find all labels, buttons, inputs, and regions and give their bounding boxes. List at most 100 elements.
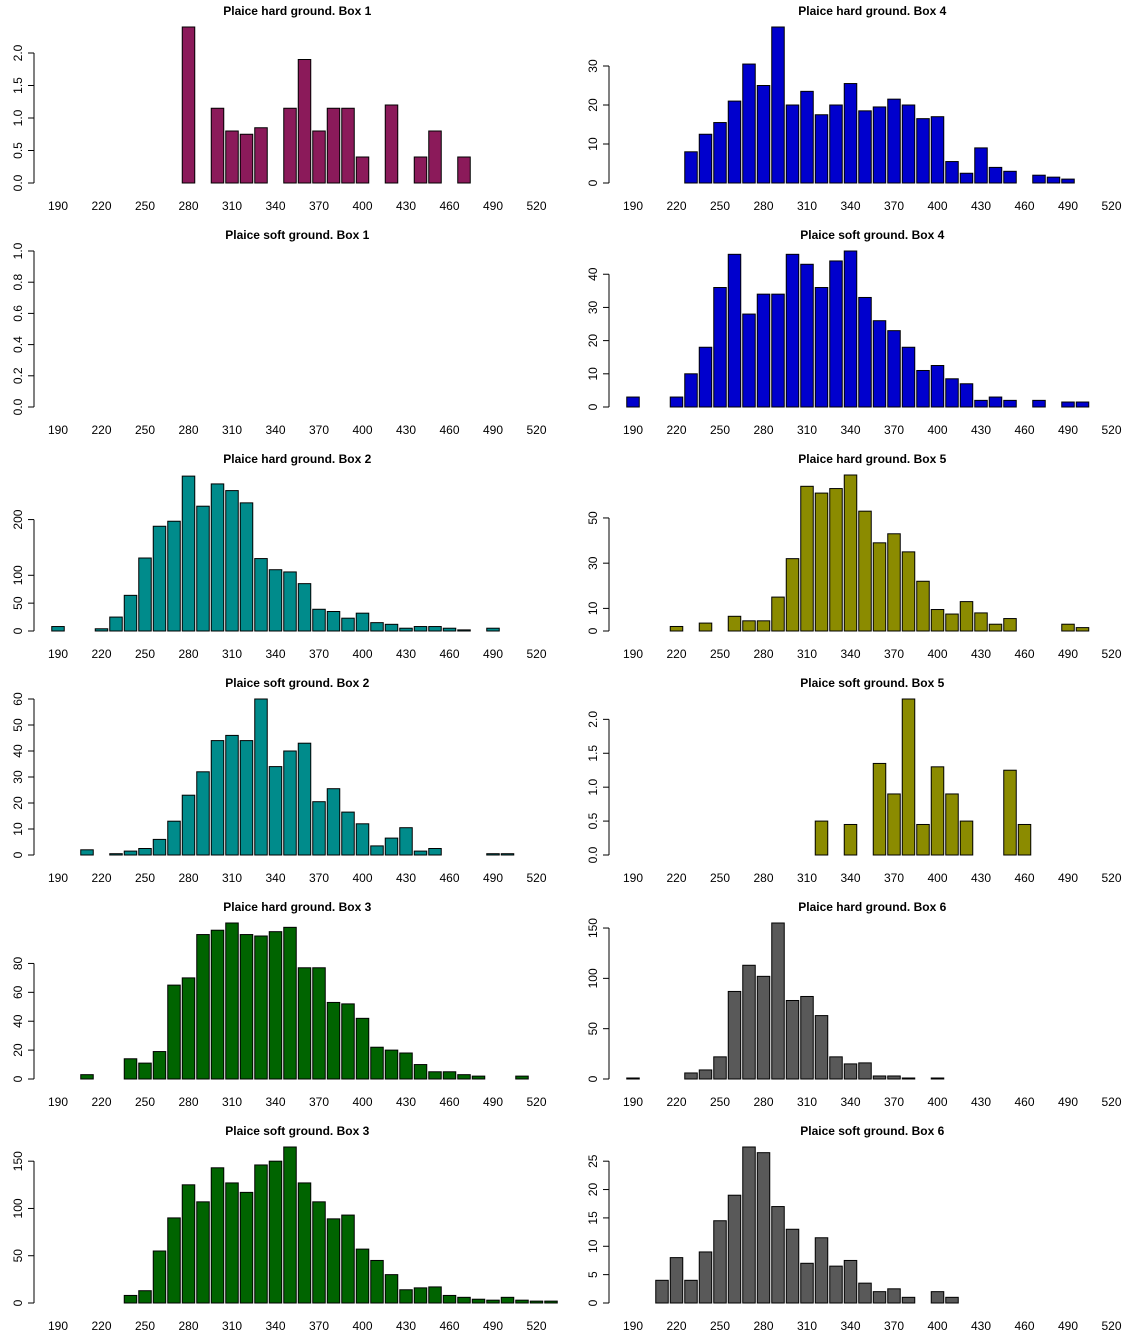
y-tick-label: 100 <box>11 565 25 585</box>
y-tick-label: 2.0 <box>11 44 25 61</box>
histogram-bar <box>959 820 974 856</box>
x-tick-label: 430 <box>396 1319 416 1333</box>
histogram-bar <box>312 608 326 632</box>
x-tick-label: 280 <box>178 871 198 885</box>
histogram-bar <box>872 762 887 856</box>
histogram-bar <box>988 396 1003 408</box>
x-tick-label: 460 <box>1014 871 1034 885</box>
histogram-bar <box>442 1071 457 1080</box>
x-tick-label: 340 <box>265 647 285 661</box>
x-tick-label: 220 <box>91 199 111 213</box>
histogram-bar <box>326 788 341 856</box>
x-tick-label: 370 <box>884 423 904 437</box>
histogram-bar <box>428 130 442 184</box>
histogram-bar <box>1003 399 1017 408</box>
histogram-bar <box>858 1062 872 1080</box>
histogram-bar <box>225 922 239 1080</box>
y-tick-label: 150 <box>586 918 600 938</box>
x-tick-label: 520 <box>526 199 546 213</box>
x-tick-label: 430 <box>971 423 991 437</box>
x-tick-label: 460 <box>1014 647 1034 661</box>
histogram-bar <box>887 330 901 408</box>
histogram-bar <box>529 1300 544 1304</box>
y-tick-label: 1.5 <box>11 77 25 94</box>
histogram-bar <box>109 616 123 632</box>
x-tick-label: 370 <box>884 871 904 885</box>
histogram-bar <box>1032 174 1046 184</box>
x-tick-label: 490 <box>483 1095 503 1109</box>
x-tick-label: 460 <box>1014 423 1034 437</box>
x-tick-label: 310 <box>797 423 817 437</box>
histogram-bar <box>326 107 341 184</box>
y-tick-label: 0 <box>586 403 600 410</box>
x-tick-label: 340 <box>840 1095 860 1109</box>
x-tick-label: 400 <box>927 1095 947 1109</box>
histogram-bar <box>785 558 800 632</box>
x-tick-label: 190 <box>623 871 643 885</box>
histogram-bar <box>945 378 959 408</box>
panel-title: Plaice hard ground. Box 6 <box>798 900 946 914</box>
histogram-bar <box>814 1015 829 1080</box>
histogram-bar <box>872 1291 887 1304</box>
histogram-bar <box>843 83 858 184</box>
histogram-bar <box>901 1296 916 1304</box>
histogram-bar <box>713 1056 727 1080</box>
x-tick-label: 250 <box>710 647 730 661</box>
histogram-bar <box>1003 170 1017 184</box>
x-tick-label: 430 <box>396 647 416 661</box>
x-tick-label: 370 <box>884 1095 904 1109</box>
x-tick-label: 430 <box>396 871 416 885</box>
x-tick-label: 190 <box>48 1319 68 1333</box>
x-tick-label: 520 <box>526 423 546 437</box>
histogram-bar <box>167 984 181 1080</box>
panel-title: Plaice soft ground. Box 5 <box>800 676 944 690</box>
histogram-bar <box>698 133 713 184</box>
histogram-bar <box>626 396 640 408</box>
histogram-bar <box>800 1262 814 1304</box>
histogram-bar <box>814 820 829 856</box>
x-tick-label: 340 <box>840 199 860 213</box>
histogram-bar <box>457 1296 471 1304</box>
histogram-bar <box>872 106 887 184</box>
x-tick-label: 190 <box>48 871 68 885</box>
histogram-bar <box>254 558 268 632</box>
histogram-bar <box>399 827 413 856</box>
y-tick-label: 20 <box>586 1183 600 1197</box>
histogram-bar <box>239 934 254 1080</box>
histogram-bar <box>413 850 428 856</box>
y-tick-label: 30 <box>586 300 600 314</box>
histogram-bar <box>196 1201 210 1304</box>
histogram-bar <box>283 107 297 184</box>
panel-title: Plaice soft ground. Box 3 <box>225 1124 369 1138</box>
y-tick-label: 30 <box>586 556 600 570</box>
panel-title: Plaice soft ground. Box 4 <box>800 228 944 242</box>
x-tick-label: 280 <box>753 647 773 661</box>
histogram-bar <box>684 1279 698 1304</box>
histogram-bar <box>471 1075 486 1080</box>
x-tick-label: 190 <box>623 647 643 661</box>
histogram-bar <box>974 147 988 184</box>
x-tick-label: 490 <box>483 1319 503 1333</box>
y-tick-label: 10 <box>586 367 600 381</box>
x-tick-label: 280 <box>753 1095 773 1109</box>
x-tick-label: 280 <box>178 199 198 213</box>
x-tick-label: 490 <box>483 871 503 885</box>
histogram-bar <box>887 1288 901 1304</box>
x-tick-label: 460 <box>439 199 459 213</box>
histogram-bar <box>916 118 930 184</box>
histogram-bar <box>196 505 210 632</box>
y-tick-label: 40 <box>586 267 600 281</box>
panel-10: Plaice hard ground. Box 6 0 50 100 150 190 220… <box>586 900 1122 1109</box>
histogram-bar <box>239 502 254 632</box>
histogram-bar <box>210 1167 225 1304</box>
x-tick-label: 310 <box>222 871 242 885</box>
histogram-bar <box>930 365 945 408</box>
x-tick-label: 220 <box>666 871 686 885</box>
histogram-bar <box>181 475 196 632</box>
histogram-bar <box>669 625 684 632</box>
x-tick-label: 490 <box>1058 871 1078 885</box>
histogram-bar <box>800 90 814 184</box>
histogram-bar <box>312 1201 326 1304</box>
histogram-bar <box>945 161 959 184</box>
histogram-bar <box>268 766 283 856</box>
